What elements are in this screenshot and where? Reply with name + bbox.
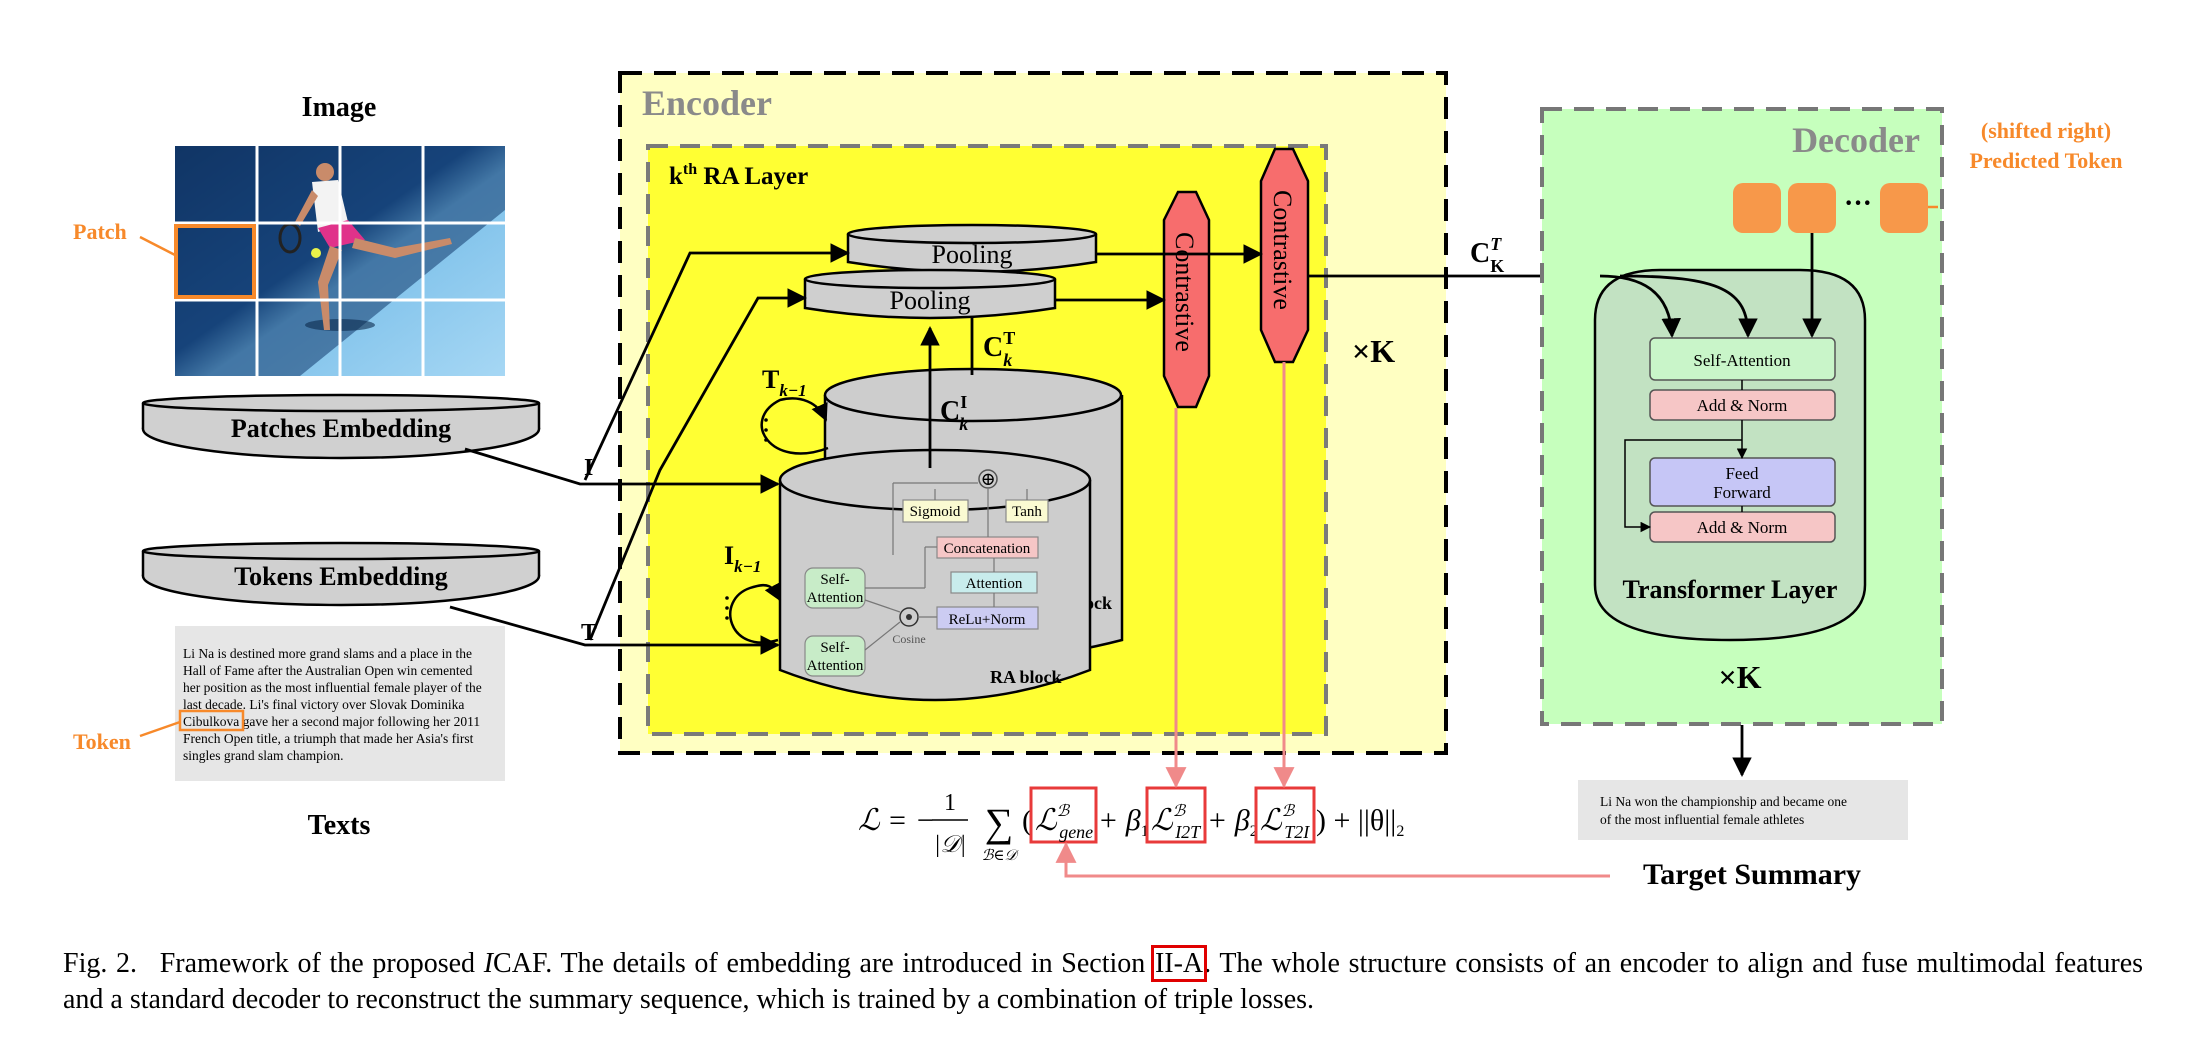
caption-fig-label: Fig. 2.: [63, 948, 138, 979]
cosine-label: Cosine: [892, 632, 925, 646]
contrastive-1: Contrastive: [1162, 190, 1211, 409]
svg-text:(: (: [1022, 804, 1032, 837]
self-attention-1: Self-: [820, 572, 849, 588]
article-line: Li Na is destined more grand slams and a…: [183, 646, 472, 661]
encoder-title: Encoder: [642, 83, 772, 123]
caption-icaf-i: I: [483, 948, 494, 979]
add-norm-1: Add & Norm: [1697, 396, 1788, 415]
ck-t-label: CT k: [983, 328, 1015, 370]
loss-lhs: ℒ = −: [858, 804, 935, 837]
caption-part2: . The whole structure consists of an enc…: [63, 948, 2144, 1015]
summary-line: of the most influential female athletes: [1600, 812, 1804, 827]
predicted-tokens: ···: [1733, 183, 1928, 233]
svg-text:Pooling: Pooling: [932, 240, 1013, 269]
article-line: her position as the most influential fem…: [183, 680, 482, 695]
svg-text:Patches Embedding: Patches Embedding: [231, 414, 451, 443]
patch-leader: [139, 235, 176, 257]
framework-figure: Image Patch Patches Embedding: [73, 71, 2123, 891]
self-attention-box: Self-Attention: [1693, 351, 1791, 370]
target-summary-label: Target Summary: [1643, 858, 1861, 891]
loss-beta1: + β1: [1098, 804, 1149, 840]
predicted-token-label: Predicted Token: [1969, 148, 2122, 173]
loop-dots: [725, 418, 768, 620]
loss-arrows: [1055, 362, 1610, 878]
ck-i-label: CI k: [940, 392, 968, 434]
article-line: Cibulkova gave her a second major follow…: [183, 714, 480, 729]
svg-text:Tokens Embedding: Tokens Embedding: [234, 562, 448, 591]
pooling-top: Pooling: [846, 223, 1098, 274]
add-norm-2: Add & Norm: [1697, 518, 1788, 537]
article-line: last decade. Li's final victory over Slo…: [183, 697, 464, 712]
decoder-arrows: [1599, 233, 1822, 777]
loss-sum-sub: ℬ∈𝒟: [982, 848, 1020, 864]
token-label: Token: [73, 729, 131, 754]
i-input-label: I: [584, 455, 593, 481]
loss-beta2: + β2: [1207, 804, 1258, 840]
concatenation-box: Concatenation: [944, 541, 1031, 557]
relu-norm-box: ReLu+Norm: [949, 612, 1026, 628]
encoder-times-k: ×K: [1352, 333, 1395, 369]
loss-gene: ℒℬ gene: [1035, 803, 1093, 842]
t-prev-label: Tk−1: [762, 365, 807, 400]
token-highlight: [178, 709, 245, 732]
summary-line: Li Na won the championship and became on…: [1600, 794, 1847, 809]
figure-caption: Fig. 2. Framework of the proposed ICAF. …: [63, 945, 2144, 1018]
summary-text-box: Li Na won the championship and became on…: [1578, 780, 1908, 840]
tanh-box: Tanh: [1012, 504, 1042, 520]
svg-text:Contrastive: Contrastive: [1170, 232, 1199, 352]
caption-part1: Framework of the proposed: [159, 948, 484, 979]
svg-text:Attention: Attention: [807, 658, 864, 674]
pooling-bottom: Pooling: [803, 268, 1057, 320]
caption-icaf-rest: CAF. The details of embedding are introd…: [493, 948, 1154, 979]
svg-text:Attention: Attention: [807, 590, 864, 606]
feed-forward-box: Feed: [1725, 464, 1759, 483]
texts-title: Texts: [308, 810, 371, 841]
article-line: singles grand slam champion.: [183, 748, 343, 763]
article-line: French Open title, a triumph that made h…: [183, 731, 474, 746]
patch-highlight: [174, 224, 256, 299]
article-line: Hall of Fame after the Australian Open w…: [183, 663, 473, 678]
loss-sum: ∑: [985, 800, 1014, 845]
decoder-title: Decoder: [1792, 120, 1920, 160]
loss-formula: ℒ = − 1 |𝒟| ∑ ℬ∈𝒟 ( ℒℬ gene + β1 ℒℬ I2T + …: [858, 786, 1404, 864]
attention-box: Attention: [966, 576, 1023, 592]
ck-decoder-label: CT K: [1470, 234, 1504, 276]
self-attention-2: Self-: [820, 640, 849, 656]
patch-label: Patch: [73, 219, 127, 244]
article-text-box: Li Na is destined more grand slams and a…: [175, 626, 505, 781]
svg-text:Forward: Forward: [1713, 483, 1771, 502]
ra-block-label: RA block: [990, 667, 1062, 687]
loss-tail: ) + ||θ||2: [1316, 804, 1404, 840]
shifted-right-label: (shifted right): [1981, 118, 2111, 143]
loss-frac-den: |𝒟|: [934, 832, 966, 858]
transformer-layer: Self-Attention Add & Norm Feed Forward A…: [1593, 268, 1867, 642]
tokens-embedding: Tokens Embedding: [141, 541, 541, 607]
loss-frac-num: 1: [944, 790, 956, 816]
token-leader: [139, 720, 181, 738]
ra-layer-title: kth RA Layer: [669, 161, 808, 190]
svg-text:···: ···: [1844, 188, 1872, 219]
loss-t2i: ℒℬ T2I: [1260, 803, 1310, 842]
transformer-layer-label: Transformer Layer: [1623, 575, 1838, 604]
patches-embedding: Patches Embedding: [141, 393, 541, 460]
t-input-label: T: [581, 620, 597, 646]
plus-circle: ⊕: [980, 469, 995, 489]
ra-block-internals: Sigmoid Tanh ⊕ Concatenation Attention R…: [804, 469, 1049, 677]
decoder-times-k: ×K: [1718, 659, 1761, 695]
contrastive-2: Contrastive: [1259, 147, 1310, 364]
patch-grid: [175, 146, 505, 376]
svg-text:Contrastive: Contrastive: [1268, 190, 1297, 310]
image-title: Image: [302, 92, 377, 123]
section-ref-link[interactable]: II-A: [1150, 945, 1208, 982]
svg-text:Pooling: Pooling: [890, 286, 971, 315]
sigmoid-box: Sigmoid: [910, 504, 961, 520]
loss-i2t: ℒℬ I2T: [1151, 803, 1202, 842]
i-prev-label: Ik−1: [724, 541, 761, 576]
recurrent-loops: [729, 397, 829, 644]
